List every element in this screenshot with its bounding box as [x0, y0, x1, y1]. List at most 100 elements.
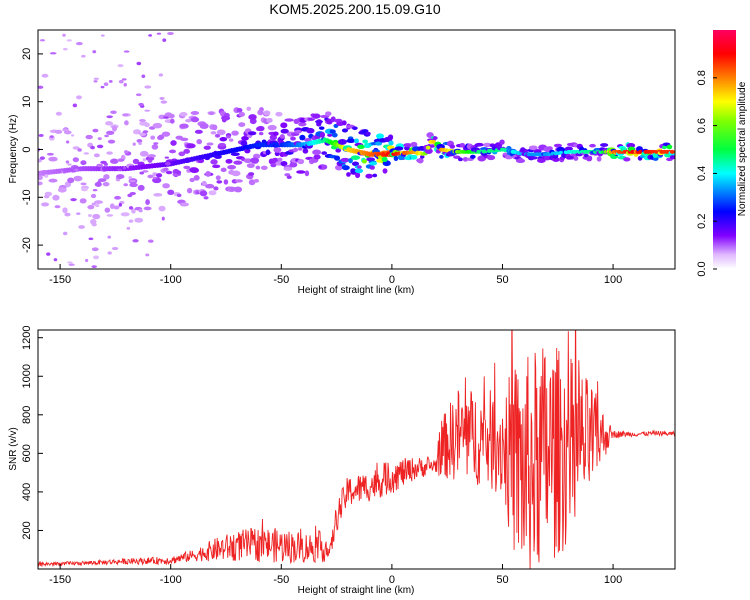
heatmap-cell: [153, 192, 163, 197]
heatmap-cell: [233, 186, 243, 193]
heatmap-cell: [337, 139, 347, 145]
heatmap-cell: [280, 128, 289, 134]
heatmap-cell: [238, 111, 245, 117]
colorbar-label: Normalized spectral amplitude: [737, 81, 748, 216]
heatmap-cell: [91, 247, 99, 252]
heatmap-cell: [179, 202, 190, 207]
heatmap-cell: [382, 168, 388, 174]
heatmap-cell: [183, 148, 191, 154]
heatmap-cell: [257, 109, 264, 116]
heatmap-cell: [666, 144, 673, 150]
heatmap-cell: [504, 155, 513, 160]
heatmap-cell: [325, 111, 332, 117]
heatmap-cell: [41, 73, 49, 78]
heatmap-cell: [142, 130, 149, 133]
heatmap-cell: [81, 54, 86, 58]
heatmap-cell: [83, 152, 90, 155]
heatmap-cell: [85, 258, 89, 263]
heatmap-cell: [73, 175, 83, 182]
heatmap-cell: [194, 129, 203, 134]
heatmap-cell: [375, 141, 383, 146]
heatmap-cell: [244, 148, 251, 154]
heatmap-cell: [110, 110, 117, 114]
heatmap-cell: [111, 246, 119, 251]
heatmap-cell: [203, 145, 211, 150]
heatmap-cell: [528, 145, 538, 151]
heatmap-cell: [41, 202, 50, 207]
heatmap-cell: [410, 141, 418, 148]
heatmap-cell: [318, 126, 325, 130]
heatmap-cell: [213, 154, 222, 159]
heatmap-cell: [46, 252, 51, 256]
heatmap-cell: [369, 165, 375, 170]
heatmap-cell: [153, 142, 159, 145]
heatmap-cell: [158, 73, 164, 77]
heatmap-cell: [76, 95, 82, 100]
heatmap-cell: [79, 198, 87, 204]
heatmap-cell: [165, 170, 173, 175]
heatmap-cell: [95, 203, 100, 208]
x-tick-label: -100: [160, 574, 182, 586]
heatmap-cell: [583, 153, 589, 158]
heatmap-cell: [189, 167, 200, 174]
y-tick-label: 0: [21, 146, 33, 152]
heatmap-cell: [48, 178, 58, 183]
heatmap-cell: [167, 189, 175, 196]
heatmap-cell: [221, 115, 231, 121]
heatmap-cell: [107, 235, 112, 239]
heatmap-cell: [122, 113, 129, 117]
heatmap-cell: [362, 139, 368, 144]
heatmap-cell: [225, 135, 231, 139]
heatmap-cell: [258, 131, 264, 136]
heatmap-cell: [286, 175, 292, 179]
heatmap-cell: [93, 255, 100, 260]
x-tick-label: 0: [389, 274, 395, 286]
heatmap-cell: [39, 39, 46, 42]
heatmap-cell: [108, 79, 113, 83]
heatmap-cell: [273, 147, 282, 153]
heatmap-cell: [365, 173, 373, 179]
heatmap-cell: [65, 160, 70, 164]
heatmap-cell: [292, 147, 299, 152]
heatmap-cell: [269, 134, 277, 141]
heatmap-cell: [63, 47, 68, 51]
heatmap-cell: [128, 219, 134, 223]
heatmap-cell: [72, 157, 79, 163]
colorbar-tick-label: 0.8: [696, 70, 708, 85]
snr-frame: [37, 329, 676, 570]
y-tick-label: -10: [21, 189, 33, 205]
heatmap-cell: [147, 154, 156, 158]
heatmap-cell: [167, 31, 174, 36]
heatmap-cell: [46, 152, 54, 156]
heatmap-cell: [253, 178, 260, 183]
heatmap-cell: [120, 212, 130, 217]
heatmap-cell: [93, 80, 98, 83]
heatmap-cell: [199, 190, 208, 197]
heatmap-cell: [169, 118, 175, 124]
heatmap-cell: [312, 113, 321, 119]
heatmap-cell: [417, 157, 424, 164]
heatmap-cell: [87, 205, 95, 210]
heatmap-cell: [78, 225, 85, 229]
heatmap-cell: [304, 138, 312, 142]
y-tick-label: 10: [21, 96, 33, 108]
heatmap-cell: [517, 157, 524, 162]
heatmap-cell: [231, 170, 241, 177]
y-tick-label: 1000: [21, 364, 33, 388]
heatmap-cell: [341, 128, 349, 133]
heatmap-cell: [161, 131, 171, 137]
heatmap-cell: [296, 170, 306, 174]
heatmap-cell: [213, 186, 219, 191]
heatmap-cell: [65, 140, 70, 144]
heatmap-cell: [137, 184, 145, 191]
heatmap-cell: [80, 160, 87, 166]
heatmap-cell: [66, 39, 72, 42]
heatmap-cell: [72, 146, 80, 150]
heatmap-cell: [289, 162, 298, 168]
heatmap-cell: [71, 134, 75, 137]
heatmap-cell: [66, 261, 73, 264]
heatmap-cell: [134, 217, 144, 223]
heatmap-cell: [121, 78, 127, 81]
heatmap-cell: [38, 85, 44, 89]
